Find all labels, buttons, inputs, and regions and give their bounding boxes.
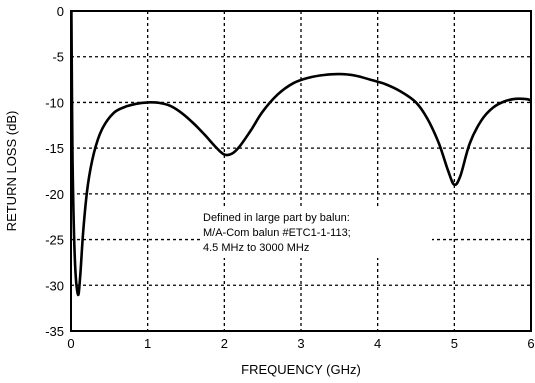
y-tick-label: -35 <box>45 324 64 339</box>
x-tick-label: 1 <box>144 336 151 351</box>
y-tick-label: -5 <box>52 50 64 65</box>
x-axis-title: FREQUENCY (GHz) <box>241 362 361 377</box>
y-tick-label: -25 <box>45 233 64 248</box>
annotation-text: Defined in large part by balun: M/A-Com b… <box>200 209 432 258</box>
annotation-line: M/A-Com balun #ETC1-1-113; <box>203 227 351 239</box>
y-tick-label: -20 <box>45 187 64 202</box>
y-tick-label: -15 <box>45 141 64 156</box>
y-axis-title: RETURN LOSS (dB) <box>4 111 19 232</box>
x-tick-label: 0 <box>67 336 74 351</box>
x-tick-label: 2 <box>221 336 228 351</box>
x-tick-label: 5 <box>451 336 458 351</box>
x-tick-label: 3 <box>297 336 304 351</box>
tick-labels: 0 1 2 3 4 5 6 0 -5 -10 -15 -20 -25 -30 -35 <box>45 4 534 351</box>
annotation-background <box>200 209 432 258</box>
return-loss-curve <box>70 10 532 297</box>
annotation-line: Defined in large part by balun: <box>203 212 350 224</box>
plot-frame <box>70 10 532 332</box>
annotation-line: 4.5 MHz to 3000 MHz <box>203 242 309 254</box>
x-tick-label: 6 <box>527 336 534 351</box>
y-tick-label: -30 <box>45 278 64 293</box>
y-tick-label: 0 <box>57 4 64 19</box>
y-tick-label: -10 <box>45 95 64 110</box>
x-tick-label: 4 <box>374 336 381 351</box>
